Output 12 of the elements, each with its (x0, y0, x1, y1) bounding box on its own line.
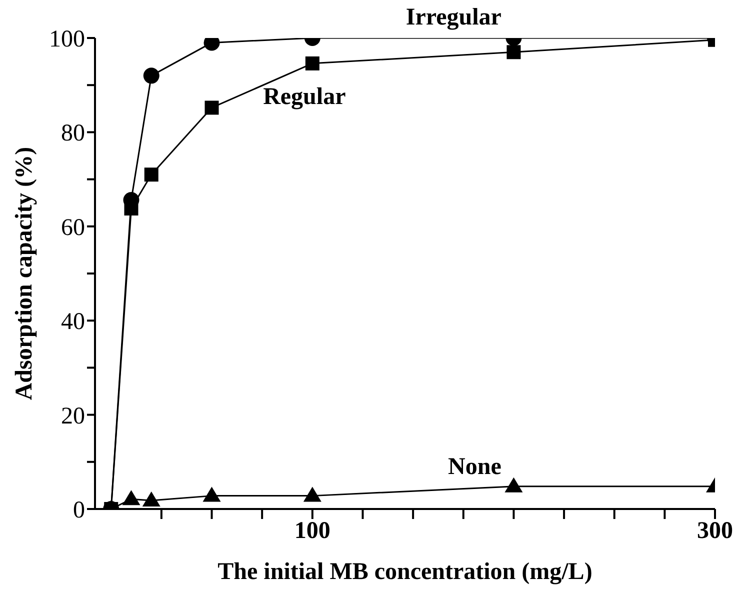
x-axis-title: The initial MB concentration (mg/L) (218, 559, 592, 585)
x-tick-label: 300 (697, 518, 733, 544)
y-axis-title: Adsorption capacity (%) (12, 146, 38, 400)
y-tick-label: 0 (73, 498, 85, 524)
y-tick-label: 40 (61, 309, 85, 336)
series-label: Irregular (406, 4, 502, 31)
series-label: Regular (263, 84, 346, 110)
series-label: None (448, 454, 502, 480)
y-tick-label: 20 (61, 403, 85, 430)
y-tick-label: 80 (61, 120, 85, 147)
y-tick-label: 100 (49, 26, 85, 53)
y-tick-label: 60 (61, 214, 85, 241)
